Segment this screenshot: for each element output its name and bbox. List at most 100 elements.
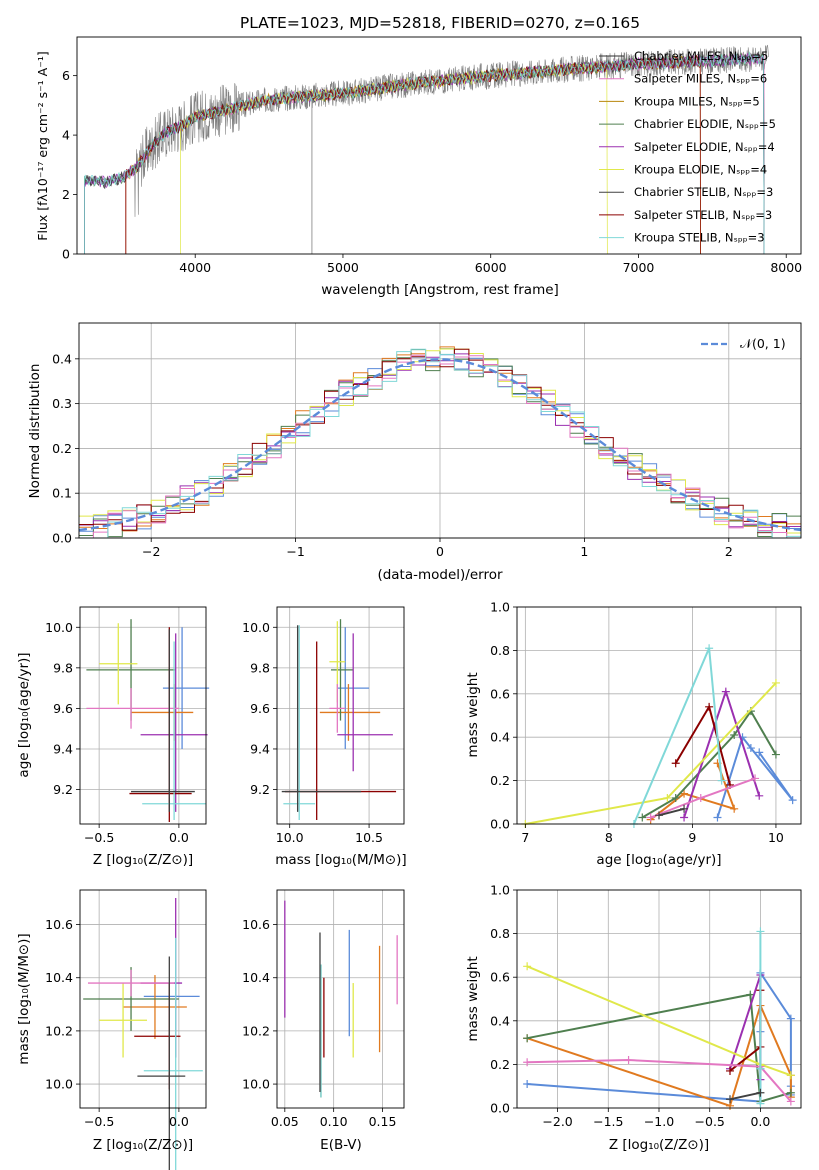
age-weight-xlabel: age [log₁₀(age/yr)] [596, 852, 721, 868]
weight-point-marker [705, 702, 714, 711]
x-tick-label: 0.05 [271, 1114, 299, 1129]
model-spectrum-line-7 [84, 51, 765, 255]
weight-point-marker [786, 1097, 795, 1106]
y-tick-label: 10.0 [45, 1077, 73, 1092]
y-tick-label: 0.8 [490, 643, 510, 658]
z-mass-plot-area [83, 897, 203, 1170]
weight-point-marker [751, 774, 760, 783]
spectrum-frame [76, 36, 802, 255]
y-tick-label: 10.0 [242, 620, 270, 635]
y-tick-label: 0.0 [52, 531, 72, 546]
weight-point-marker [786, 1088, 795, 1097]
weight-point-marker [696, 793, 705, 802]
weight-point-marker [730, 804, 739, 813]
x-tick-label: 7000 [623, 260, 655, 275]
weight-point-marker [663, 793, 672, 802]
y-tick-label: 0.1 [52, 486, 72, 501]
weight-point-marker [671, 793, 680, 802]
model-spectrum-line-9 [84, 51, 765, 255]
weight-point-marker [786, 1014, 795, 1023]
weight-point-marker [756, 1099, 765, 1108]
y-tick-label: 9.6 [250, 701, 270, 716]
y-tick-label: 0.2 [490, 773, 510, 788]
y-tick-label: 1.0 [490, 600, 510, 615]
y-tick-label: 0.6 [490, 686, 510, 701]
weight-point-marker [523, 962, 532, 971]
mass-age-xlabel: mass [log₁₀(M/M⊙)] [275, 852, 406, 868]
y-tick-label: 10.6 [45, 917, 73, 932]
ebv-mass-frame [276, 889, 405, 1109]
figure-title: PLATE=1023, MJD=52818, FIBERID=0270, z=0… [240, 14, 640, 32]
ebv-mass-xticks: 0.05 0.10 0.15 [271, 1108, 397, 1129]
y-tick-label: 0.8 [490, 926, 510, 941]
x-tick-label: 10.5 [355, 830, 383, 845]
legend-label-3: Kroupa MILES, Nₛₚₚ=5 [634, 94, 760, 108]
z-age-frame [79, 606, 207, 825]
y-tick-label: 10.6 [242, 917, 270, 932]
x-tick-label: −2.0 [542, 1114, 572, 1129]
y-tick-label: 0.0 [490, 1101, 510, 1116]
z-age-ylabel: age [log₁₀(age/yr)] [16, 652, 32, 777]
weight-point-marker [680, 813, 689, 822]
z-weight-yticks: 0.0 0.2 0.4 0.6 0.8 1.0 [490, 883, 517, 1116]
weight-point-marker [746, 744, 755, 753]
weight-line-7 [527, 1058, 792, 1103]
y-tick-label: 0.0 [490, 817, 510, 832]
x-tick-label: 5000 [327, 260, 359, 275]
age-weight-plot-area [521, 644, 797, 828]
legend-label-5: Salpeter ELODIE, Nₛₚₚ=4 [634, 140, 775, 154]
spectrum-plot-area [84, 44, 769, 255]
x-tick-label: 8000 [770, 260, 802, 275]
z-mass-ylabel: mass [log₁₀(M/M⊙)] [16, 933, 32, 1064]
mass-age-xticks: 10.0 10.5 [276, 824, 383, 845]
z-mass-xticks: −0.5 0.0 [84, 1108, 189, 1129]
y-tick-label: 9.6 [53, 701, 73, 716]
legend-label-1: Chabrier MILES, Nₛₚₚ=5 [634, 49, 768, 63]
weight-point-marker [756, 1088, 765, 1097]
x-tick-label: 0.15 [369, 1114, 397, 1129]
mass-age-yticks: 9.2 9.4 9.6 9.8 10.0 [242, 620, 277, 797]
y-tick-label: 10.4 [242, 970, 270, 985]
spectrum-panel: 4000 5000 6000 7000 8000 0 2 4 6 wavelength [An… [35, 36, 802, 298]
x-tick-label: −1.5 [593, 1114, 623, 1129]
legend-label-2: Salpeter MILES, Nₛₚₚ=6 [634, 72, 767, 86]
x-tick-label: 0 [436, 544, 444, 559]
weight-point-marker [726, 1066, 734, 1075]
y-tick-label: 6 [62, 68, 70, 83]
ebv-mass-yticks: 10.0 10.2 10.4 10.6 [242, 917, 277, 1092]
x-tick-label: 6000 [475, 260, 507, 275]
y-tick-label: 9.4 [53, 741, 73, 756]
age-weight-panel: 7 8 9 10 0.0 0.2 0.4 0.6 0.8 1.0 age [log₁₀(age/… [465, 600, 802, 868]
weight-point-marker [771, 678, 780, 687]
legend-label-7: Chabrier STELIB, Nₛₚₚ=3 [634, 185, 773, 199]
age-weight-xticks: 7 8 9 10 [521, 824, 784, 845]
weight-line-2 [649, 762, 736, 821]
y-tick-label: 0.4 [52, 351, 72, 366]
z-age-xlabel: Z [log₁₀(Z/Z⊙)] [93, 852, 193, 868]
y-tick-label: 0.3 [52, 396, 72, 411]
gaussian-legend-label: 𝒩(0, 1) [740, 336, 786, 351]
y-tick-label: 9.4 [250, 741, 270, 756]
weight-point-marker [746, 990, 755, 999]
weight-point-marker [755, 791, 764, 800]
z-weight-plot-area [523, 927, 795, 1110]
y-tick-label: 10.2 [242, 1023, 270, 1038]
residuals-xticks: −2 −1 0 1 2 [142, 538, 733, 559]
x-tick-label: 4000 [179, 260, 211, 275]
weight-point-marker [756, 927, 765, 936]
mass-age-plot-area [281, 619, 397, 820]
x-tick-label: −1.0 [644, 1114, 674, 1129]
y-tick-label: 4 [62, 128, 70, 143]
y-tick-label: 9.2 [250, 782, 270, 797]
weight-point-marker [638, 813, 647, 822]
age-weight-frame [516, 606, 802, 825]
model-spectrum-line-6 [180, 61, 608, 255]
residuals-legend: 𝒩(0, 1) [701, 336, 786, 351]
age-weight-ylabel: mass weight [465, 672, 481, 757]
weight-point-marker [730, 731, 739, 740]
x-tick-label: −2 [142, 544, 160, 559]
z-mass-panel: −0.5 0.0 10.0 10.2 10.4 10.6 Z [log₁₀(Z/Z⊙)]… [16, 889, 207, 1170]
z-age-panel: −0.5 0.0 9.2 9.4 9.6 9.8 10.0 Z [log₁₀(Z/Z⊙)]… [16, 606, 210, 868]
y-tick-label: 9.8 [53, 660, 73, 675]
ebv-mass-panel: 0.05 0.10 0.15 10.0 10.2 10.4 10.6 E(B-V) [242, 889, 405, 1153]
